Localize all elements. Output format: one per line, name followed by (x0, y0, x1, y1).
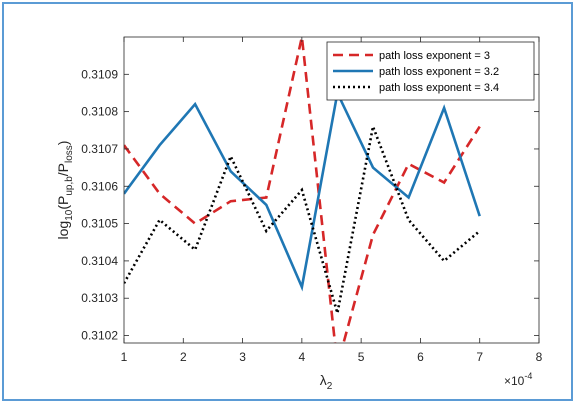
y-axis-title: log10(Pup,b/Ploss) (55, 141, 75, 240)
legend-label-1: path loss exponent = 3.2 (379, 66, 499, 78)
x-tick-label-4: 5 (358, 350, 365, 364)
y-tick-label-7: 0.3109 (81, 67, 118, 81)
legend-label-0: path loss exponent = 3 (379, 50, 490, 62)
x-tick-label-5: 6 (417, 350, 424, 364)
x-tick-label-0: 1 (121, 350, 128, 364)
y-axis-title-part-0: log (55, 221, 71, 240)
axes-box (123, 36, 540, 344)
x-axis-title: λ2 (320, 372, 333, 392)
x-tick-label-2: 3 (239, 350, 246, 364)
line-chart: 1 2 3 4 5 6 7 8 0.3102 0.3103 0.3104 0.3105 0.3106 0.… (55, 36, 543, 392)
x-axis-title-main: λ (320, 372, 327, 388)
x-tick-label-3: 4 (299, 350, 306, 364)
y-tick-label-3: 0.3105 (81, 217, 118, 231)
y-tick-label-1: 0.3103 (81, 291, 118, 305)
y-axis-title-part-6: ) (55, 141, 71, 146)
figure-frame: 1 2 3 4 5 6 7 8 0.3102 0.3103 0.3104 0.3105 0.3106 0.… (2, 2, 573, 401)
x-tick-label-7: 8 (536, 350, 543, 364)
y-tick-label-0: 0.3102 (81, 329, 118, 343)
series-layer (124, 37, 481, 343)
y-axis-title-part-1: 10 (64, 209, 75, 221)
x-axis-title-sub: 2 (327, 381, 333, 392)
x-tick-label-6: 7 (476, 350, 483, 364)
y-tick-label-6: 0.3108 (81, 105, 118, 119)
series-line-2 (124, 121, 481, 314)
axes-layer: 1 2 3 4 5 6 7 8 0.3102 0.3103 0.3104 0.3105 0.3106 0.… (81, 36, 543, 364)
legend-label-2: path loss exponent = 3.4 (379, 82, 499, 94)
y-axis-title-part-4: /P (55, 163, 71, 176)
y-tick-label-2: 0.3104 (81, 254, 118, 268)
x-axis-exponent-mult: ×10 (504, 374, 525, 388)
legend: path loss exponent = 3 path loss exponent… (326, 41, 535, 101)
y-axis-title-part-2: (P (55, 196, 71, 210)
series-line-1 (124, 88, 481, 292)
y-axis-title-part-5: loss (64, 145, 75, 163)
y-tick-label-4: 0.3106 (81, 179, 118, 193)
y-tick-label-5: 0.3107 (81, 142, 118, 156)
x-axis-exponent-power: -4 (524, 371, 532, 381)
x-tick-label-1: 2 (180, 350, 187, 364)
x-axis-exponent: ×10-4 (504, 371, 532, 388)
y-axis-title-part-3: up,b (64, 176, 75, 196)
